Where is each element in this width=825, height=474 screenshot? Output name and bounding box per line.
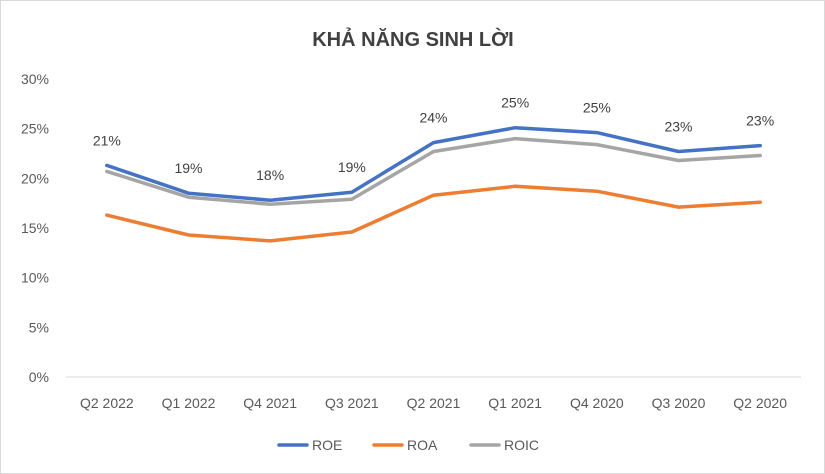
x-axis: Q2 2022 Q1 2022 Q4 2021 Q3 2021 Q2 2021 Q1 20… xyxy=(80,395,787,411)
x-tick-label: Q1 2021 xyxy=(488,395,542,411)
y-tick-label: 25% xyxy=(21,121,49,137)
legend-label: ROIC xyxy=(504,437,539,453)
x-tick-label: Q4 2020 xyxy=(570,395,624,411)
data-label: 25% xyxy=(583,100,611,116)
legend-item-roa: ROA xyxy=(372,437,438,453)
data-label: 23% xyxy=(746,113,774,129)
y-tick-label: 0% xyxy=(29,369,49,385)
x-tick-label: Q3 2020 xyxy=(652,395,706,411)
legend-label: ROE xyxy=(312,437,342,453)
y-tick-label: 10% xyxy=(21,270,49,286)
data-label: 19% xyxy=(338,159,366,175)
data-label: 25% xyxy=(501,95,529,111)
y-tick-label: 15% xyxy=(21,220,49,236)
x-tick-label: Q2 2021 xyxy=(407,395,461,411)
x-tick-label: Q2 2020 xyxy=(733,395,787,411)
legend-item-roe: ROE xyxy=(277,437,342,453)
x-tick-label: Q4 2021 xyxy=(243,395,297,411)
legend-item-roic: ROIC xyxy=(469,437,539,453)
x-tick-label: Q3 2021 xyxy=(325,395,379,411)
y-axis: 0% 5% 10% 15% 20% 25% 30% xyxy=(21,71,49,385)
series-line-roe xyxy=(105,125,762,202)
data-labels: 21% 19% 18% 19% 24% 25% 25% 23% 23% xyxy=(93,95,774,184)
y-tick-label: 5% xyxy=(29,319,49,335)
series-layer xyxy=(105,125,762,243)
y-tick-label: 20% xyxy=(21,170,49,186)
data-label: 21% xyxy=(93,132,121,148)
legend: ROE ROA ROIC xyxy=(277,437,539,453)
chart-title: KHẢ NĂNG SINH LỜI xyxy=(312,27,514,51)
x-tick-label: Q1 2022 xyxy=(162,395,216,411)
data-label: 19% xyxy=(174,160,202,176)
x-tick-label: Q2 2022 xyxy=(80,395,134,411)
series-line-roa xyxy=(105,184,762,243)
legend-label: ROA xyxy=(407,437,438,453)
series-line-roic xyxy=(105,136,762,206)
data-label: 24% xyxy=(419,110,447,126)
data-label: 23% xyxy=(664,119,692,135)
data-label: 18% xyxy=(256,167,284,183)
y-tick-label: 30% xyxy=(21,71,49,87)
